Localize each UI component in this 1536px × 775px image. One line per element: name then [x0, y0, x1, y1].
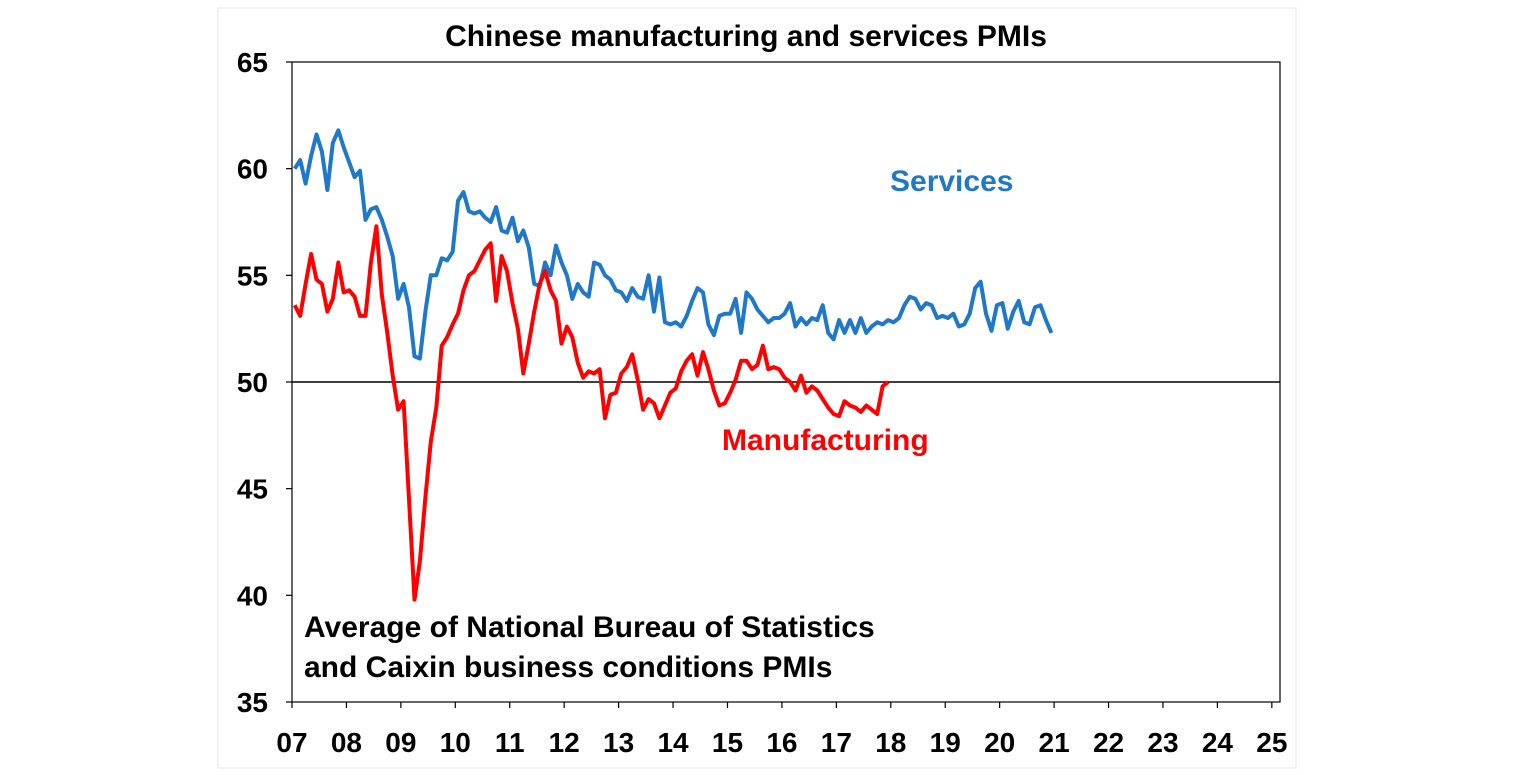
x-tick-label: 18	[875, 727, 906, 758]
x-tick-label: 20	[984, 727, 1015, 758]
y-tick-label: 55	[237, 260, 268, 291]
y-tick-label: 40	[237, 580, 268, 611]
chart-note: Average of National Bureau of Statistics…	[304, 611, 875, 684]
x-tick-label: 11	[495, 727, 525, 758]
y-tick-label: 35	[237, 687, 268, 718]
x-tick-label: 16	[766, 727, 797, 758]
x-tick-label: 14	[657, 727, 689, 758]
chart-note-line-2: and Caixin business conditions PMIs	[304, 651, 832, 684]
y-tick-label: 50	[237, 367, 268, 398]
x-tick-label: 12	[549, 727, 580, 758]
y-tick-label: 65	[237, 47, 268, 78]
series-label-services: Services	[890, 165, 1013, 198]
plot-area: 35 40 45 50 55 60 65 07 08 09 10 11 12 13 14 15 16 17 18 1…	[237, 47, 1288, 758]
x-tick-label: 21	[1039, 727, 1070, 758]
chart-area-border	[217, 7, 1297, 769]
x-tick-label: 10	[440, 727, 471, 758]
y-tick-label: 45	[237, 474, 268, 505]
x-tick-label: 23	[1147, 727, 1178, 758]
x-tick-label: 17	[821, 727, 852, 758]
x-tick-label: 24	[1202, 727, 1234, 758]
series-lines	[292, 128, 1054, 602]
series-label-manufacturing: Manufacturing	[722, 424, 929, 457]
x-tick-label: 19	[930, 727, 961, 758]
y-axis: 35 40 45 50 55 60 65	[237, 47, 292, 718]
chart-title: Chinese manufacturing and services PMIs	[445, 20, 1047, 53]
x-tick-label: 15	[712, 727, 743, 758]
x-tick-label: 13	[603, 727, 634, 758]
series-line-manufacturing	[292, 224, 890, 602]
x-tick-label: 22	[1093, 727, 1124, 758]
x-tick-label: 08	[331, 727, 362, 758]
series-line-services	[293, 128, 1054, 361]
x-tick-label: 09	[385, 727, 416, 758]
x-axis: 07 08 09 10 11 12 13 14 15 16 17 18 19 20 21 22 23 24 25	[276, 702, 1287, 758]
x-tick-label: 07	[276, 727, 307, 758]
y-tick-label: 60	[237, 154, 268, 185]
chart-note-line-1: Average of National Bureau of Statistics	[304, 611, 875, 644]
x-tick-label: 25	[1256, 727, 1287, 758]
